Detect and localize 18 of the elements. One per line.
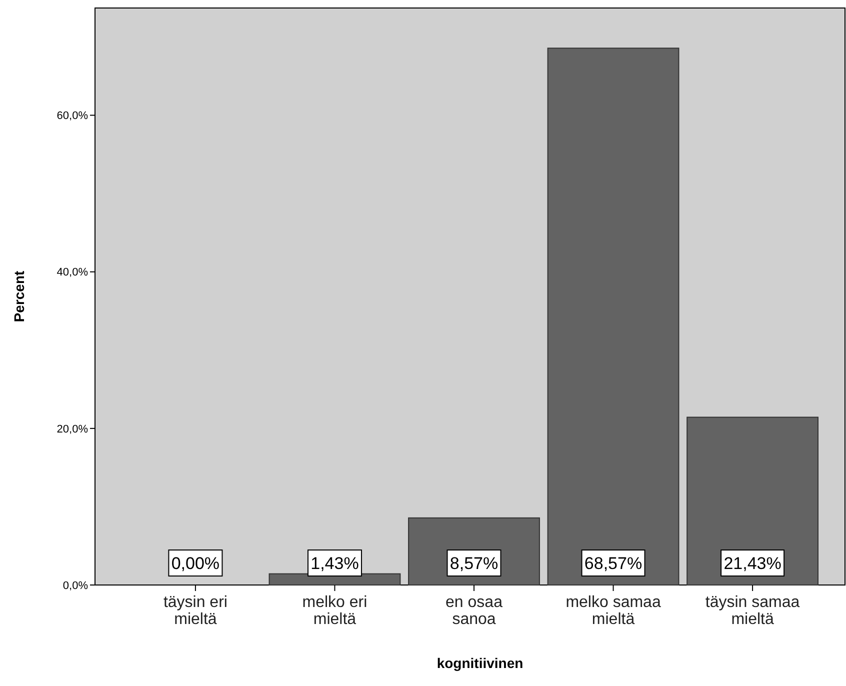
x-tick-label: täysin eri mieltä — [163, 594, 228, 628]
x-tick-label: melko eri mieltä — [302, 594, 368, 628]
y-tick-label: 40,0% — [56, 266, 88, 279]
y-tick-label: 20,0% — [56, 423, 88, 436]
data-label: 1,43% — [310, 554, 359, 573]
y-tick-label: 60,0% — [56, 110, 88, 122]
y-axis-title: Percent — [11, 270, 27, 322]
x-tick-label: en osaa sanoa — [446, 594, 503, 628]
x-tick-label: melko samaa mieltä — [566, 594, 661, 628]
data-label: 68,57% — [584, 554, 642, 573]
bar — [547, 48, 680, 586]
bar — [686, 416, 818, 586]
x-axis-title: kognitiivinen — [436, 655, 524, 671]
data-label: 8,57% — [450, 554, 498, 573]
x-tick-label: täysin samaa mieltä — [705, 594, 800, 628]
data-label: 21,43% — [724, 554, 782, 573]
data-label: 0,00% — [171, 554, 220, 573]
y-tick-label: 0,0% — [62, 580, 88, 592]
